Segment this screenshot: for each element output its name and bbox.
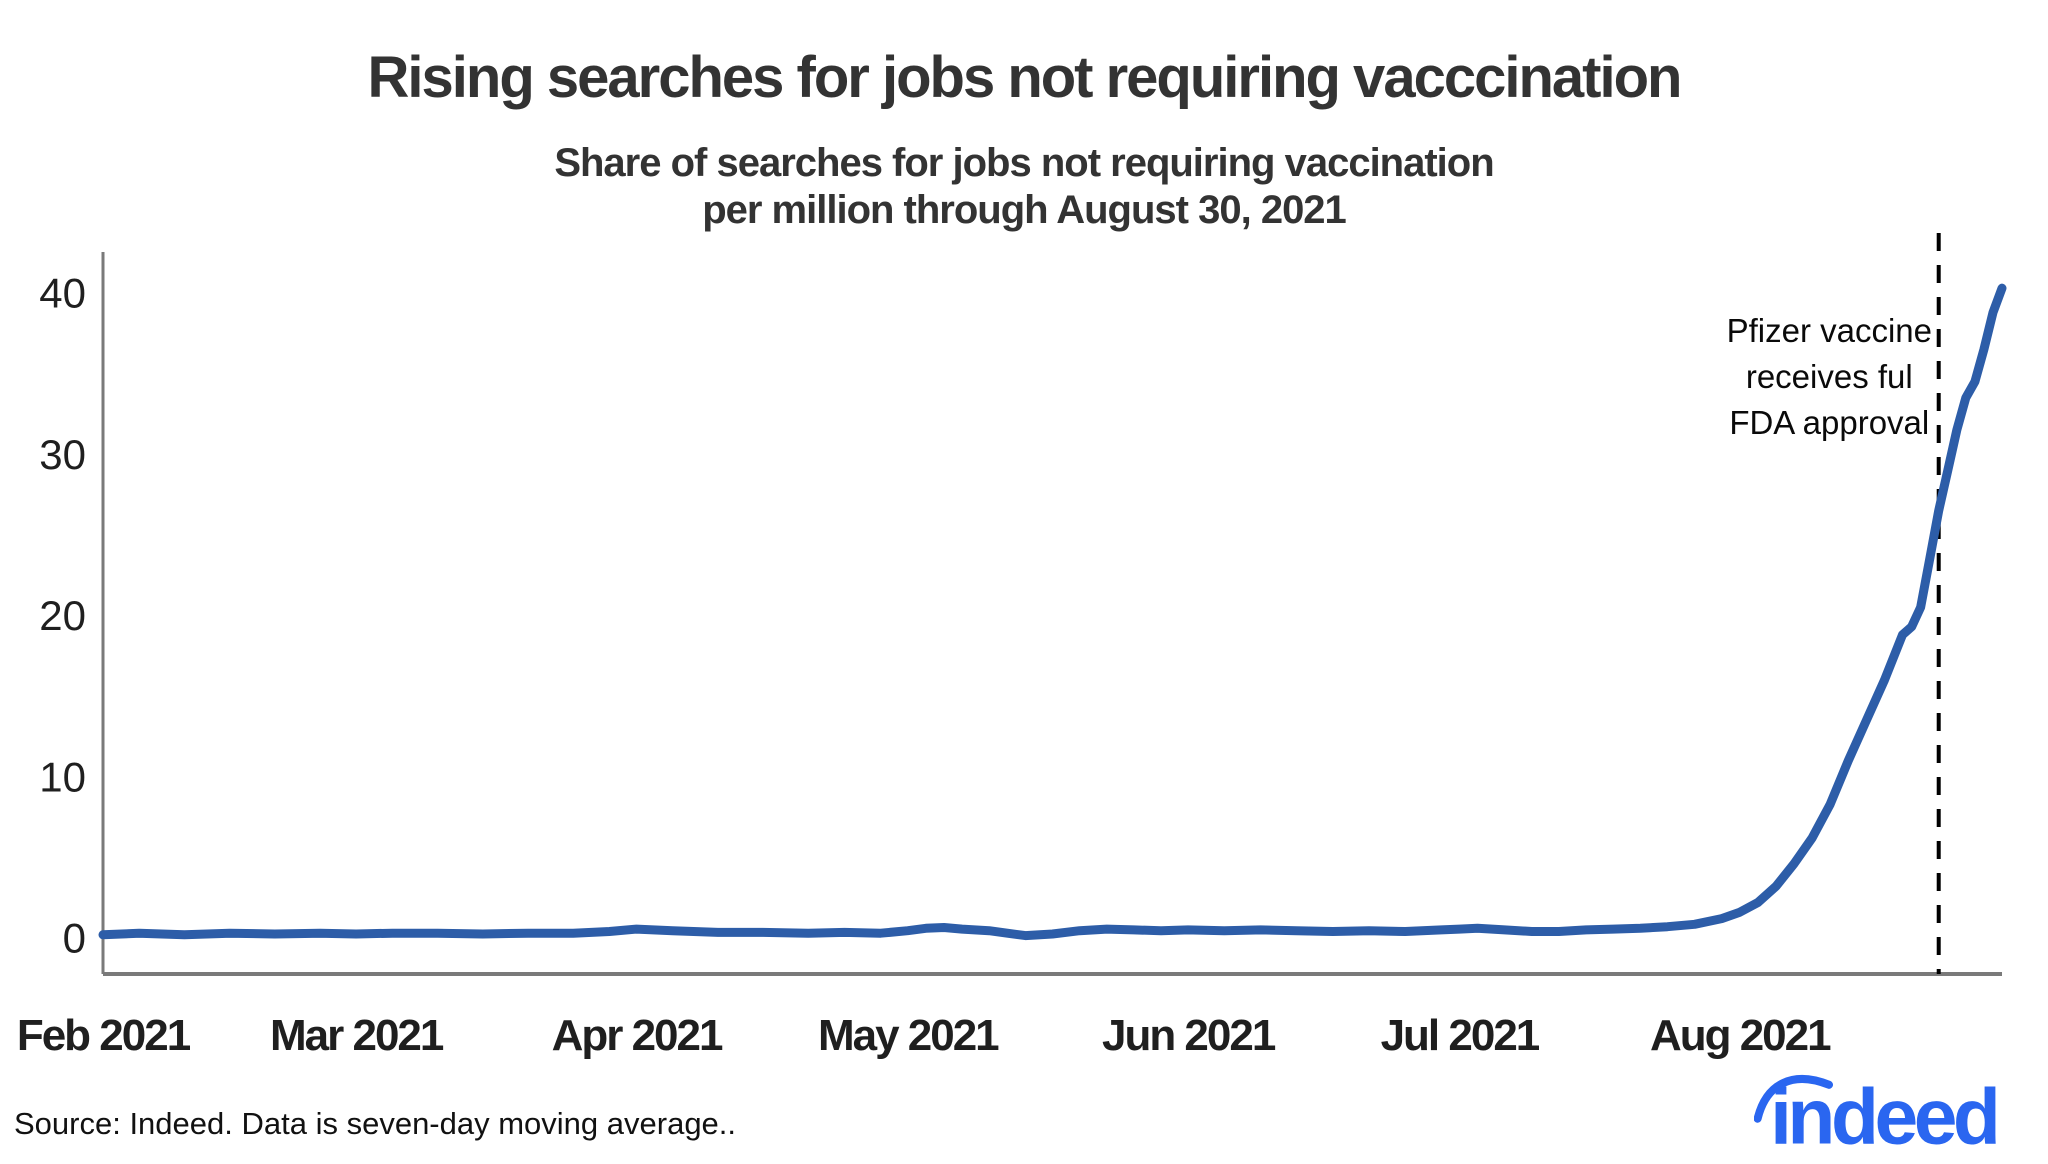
y-axis-tick-label: 0 <box>63 915 86 962</box>
event-annotation-line-3: FDA approval <box>1729 404 1930 441</box>
data-series-line <box>98 283 2007 941</box>
indeed-logo: indeed <box>1754 1073 2001 1154</box>
x-axis-tick-label: Mar 2021 <box>270 1011 444 1060</box>
chart-subtitle: Share of searches for jobs not requiring… <box>0 140 2048 234</box>
x-axis-tick-label: May 2021 <box>818 1011 999 1060</box>
chart-subtitle-line-2: per million through August 30, 2021 <box>702 188 1347 232</box>
x-axis-tick-label: Jun 2021 <box>1102 1011 1276 1060</box>
y-axis-tick-label: 30 <box>39 431 86 478</box>
event-annotation-line-2: receives ful <box>1745 358 1913 395</box>
x-axis-tick-label: Feb 2021 <box>17 1011 191 1060</box>
y-axis-tick-label: 10 <box>39 753 86 800</box>
source-note: Source: Indeed. Data is seven-day moving… <box>14 1106 737 1141</box>
chart-subtitle-line-1: Share of searches for jobs not requiring… <box>554 141 1494 185</box>
y-axis-tick-label: 20 <box>39 592 86 639</box>
indeed-logo-arc-icon <box>1754 1074 1834 1123</box>
event-annotation: Pfizer vaccine receives ful FDA approval <box>1727 308 1932 446</box>
x-axis-tick-label: Apr 2021 <box>552 1011 723 1060</box>
x-axis-tick-label: Aug 2021 <box>1650 1011 1831 1060</box>
chart-title: Rising searches for jobs not requiring v… <box>367 45 1683 110</box>
event-annotation-line-1: Pfizer vaccine <box>1726 312 1932 349</box>
y-axis-tick-label: 40 <box>39 270 86 317</box>
x-axis-tick-label: Jul 2021 <box>1381 1011 1540 1060</box>
indeed-logo-text: indeed <box>1770 1073 1996 1154</box>
